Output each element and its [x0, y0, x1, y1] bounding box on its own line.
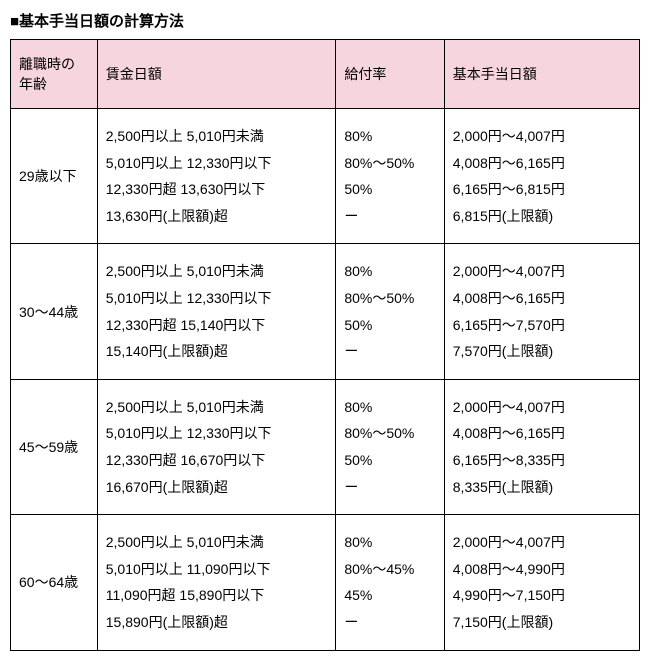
wage-line: 11,090円超 15,890円以下 — [106, 582, 328, 609]
table-row: 30～44歳2,500円以上 5,010円未満5,010円以上 12,330円以… — [11, 244, 640, 379]
wage-line: 15,140円(上限額)超 — [106, 338, 328, 365]
header-age: 離職時の年齢 — [11, 40, 98, 109]
rate-line: 80%～50% — [344, 420, 435, 447]
amount-line: 2,000円～4,007円 — [453, 529, 631, 556]
cell-rate: 80%80%～50%50%ー — [336, 379, 444, 514]
amount-line: 6,165円～7,570円 — [453, 312, 631, 339]
wage-line: 12,330円超 15,140円以下 — [106, 312, 328, 339]
cell-amount: 2,000円～4,007円4,008円～4,990円4,990円～7,150円7… — [444, 515, 639, 650]
wage-line: 15,890円(上限額)超 — [106, 609, 328, 636]
wage-line: 2,500円以上 5,010円未満 — [106, 123, 328, 150]
amount-line: 4,008円～4,990円 — [453, 556, 631, 583]
amount-line: 4,990円～7,150円 — [453, 582, 631, 609]
rate-line: 45% — [344, 582, 435, 609]
rate-line: ー — [344, 338, 435, 365]
cell-rate: 80%80%～45%45%ー — [336, 515, 444, 650]
cell-amount: 2,000円～4,007円4,008円～6,165円6,165円～8,335円8… — [444, 379, 639, 514]
cell-amount: 2,000円～4,007円4,008円～6,165円6,165円～6,815円6… — [444, 109, 639, 244]
cell-wage: 2,500円以上 5,010円未満5,010円以上 12,330円以下12,33… — [97, 109, 336, 244]
amount-line: 2,000円～4,007円 — [453, 258, 631, 285]
amount-line: 4,008円～6,165円 — [453, 285, 631, 312]
header-row: 離職時の年齢 賃金日額 給付率 基本手当日額 — [11, 40, 640, 109]
amount-line: 7,150円(上限額) — [453, 609, 631, 636]
cell-rate: 80%80%～50%50%ー — [336, 244, 444, 379]
amount-line: 6,815円(上限額) — [453, 203, 631, 230]
rate-line: 80% — [344, 394, 435, 421]
rate-line: 80%～50% — [344, 285, 435, 312]
amount-line: 6,165円～6,815円 — [453, 176, 631, 203]
cell-wage: 2,500円以上 5,010円未満5,010円以上 12,330円以下12,33… — [97, 244, 336, 379]
wage-line: 2,500円以上 5,010円未満 — [106, 529, 328, 556]
header-amount: 基本手当日額 — [444, 40, 639, 109]
rate-line: 80% — [344, 123, 435, 150]
table-title: ■基本手当日額の計算方法 — [10, 10, 640, 31]
cell-rate: 80%80%～50%50%ー — [336, 109, 444, 244]
rate-line: 50% — [344, 176, 435, 203]
amount-line: 7,570円(上限額) — [453, 338, 631, 365]
wage-line: 13,630円(上限額)超 — [106, 203, 328, 230]
amount-line: 2,000円～4,007円 — [453, 394, 631, 421]
amount-line: 4,008円～6,165円 — [453, 420, 631, 447]
cell-age: 30～44歳 — [11, 244, 98, 379]
rate-line: 80%～50% — [344, 150, 435, 177]
cell-age: 60～64歳 — [11, 515, 98, 650]
rate-line: 50% — [344, 447, 435, 474]
wage-line: 5,010円以上 12,330円以下 — [106, 420, 328, 447]
rate-line: ー — [344, 474, 435, 501]
header-wage: 賃金日額 — [97, 40, 336, 109]
amount-line: 4,008円～6,165円 — [453, 150, 631, 177]
cell-wage: 2,500円以上 5,010円未満5,010円以上 11,090円以下11,09… — [97, 515, 336, 650]
amount-line: 6,165円～8,335円 — [453, 447, 631, 474]
wage-line: 5,010円以上 12,330円以下 — [106, 150, 328, 177]
table-row: 60～64歳2,500円以上 5,010円未満5,010円以上 11,090円以… — [11, 515, 640, 650]
table-row: 45～59歳2,500円以上 5,010円未満5,010円以上 12,330円以… — [11, 379, 640, 514]
rate-line: 50% — [344, 312, 435, 339]
wage-line: 2,500円以上 5,010円未満 — [106, 394, 328, 421]
rate-line: 80% — [344, 529, 435, 556]
calculation-table: 離職時の年齢 賃金日額 給付率 基本手当日額 29歳以下2,500円以上 5,0… — [10, 39, 640, 651]
cell-amount: 2,000円～4,007円4,008円～6,165円6,165円～7,570円7… — [444, 244, 639, 379]
rate-line: 80% — [344, 258, 435, 285]
amount-line: 2,000円～4,007円 — [453, 123, 631, 150]
wage-line: 12,330円超 16,670円以下 — [106, 447, 328, 474]
rate-line: ー — [344, 609, 435, 636]
wage-line: 16,670円(上限額)超 — [106, 474, 328, 501]
rate-line: ー — [344, 203, 435, 230]
cell-wage: 2,500円以上 5,010円未満5,010円以上 12,330円以下12,33… — [97, 379, 336, 514]
wage-line: 2,500円以上 5,010円未満 — [106, 258, 328, 285]
header-rate: 給付率 — [336, 40, 444, 109]
wage-line: 12,330円超 13,630円以下 — [106, 176, 328, 203]
table-row: 29歳以下2,500円以上 5,010円未満5,010円以上 12,330円以下… — [11, 109, 640, 244]
wage-line: 5,010円以上 12,330円以下 — [106, 285, 328, 312]
cell-age: 45～59歳 — [11, 379, 98, 514]
amount-line: 8,335円(上限額) — [453, 474, 631, 501]
cell-age: 29歳以下 — [11, 109, 98, 244]
wage-line: 5,010円以上 11,090円以下 — [106, 556, 328, 583]
rate-line: 80%～45% — [344, 556, 435, 583]
